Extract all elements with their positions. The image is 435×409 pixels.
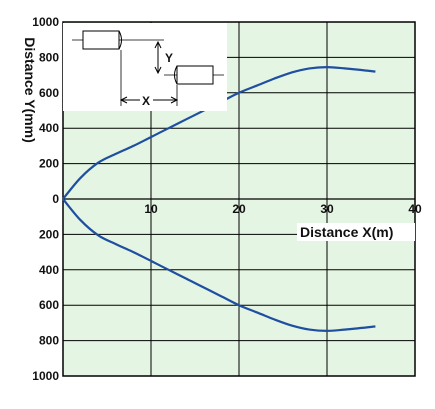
sensor2-icon (176, 65, 214, 85)
y-tick-label: 1000 (32, 15, 59, 29)
y-axis-title: Distance Y(mm) (22, 37, 38, 143)
y-dimension-arrow-up-icon (154, 40, 162, 49)
x-tick-label: 20 (232, 202, 246, 216)
y-tick-label: 600 (39, 86, 59, 100)
y-tick-label: 600 (39, 298, 59, 312)
y-tick-label: 200 (39, 157, 59, 171)
sensor1-lens-icon (118, 30, 122, 50)
inset-x-label: X (142, 94, 150, 108)
y-dimension-arrow-down-icon (154, 66, 162, 75)
x-dimension-arrow-left-icon (119, 96, 128, 104)
sensor2-lens-icon (174, 65, 178, 85)
y-tick-label: 200 (39, 227, 59, 241)
y-tick-label: 0 (52, 192, 59, 206)
x-tick-labels: 10 20 30 40 (144, 202, 422, 216)
x-dimension-arrow-right-icon (170, 96, 179, 104)
inset-y-label: Y (165, 51, 173, 65)
y-tick-label: 800 (39, 334, 59, 348)
x-tick-label: 40 (408, 202, 422, 216)
sensor1-icon (82, 30, 120, 50)
inset-diagram: Y X (63, 23, 227, 111)
y-tick-label: 800 (39, 50, 59, 64)
y-tick-label: 400 (39, 263, 59, 277)
x-axis-title-bg (297, 223, 415, 241)
x-tick-label: 30 (320, 202, 334, 216)
x-label-bg (140, 93, 153, 107)
x-axis-title: Distance X(m) (300, 224, 393, 240)
y-tick-label: 400 (39, 121, 59, 135)
series-line-2 (62, 198, 376, 333)
y-tick-label: 1000 (32, 369, 59, 383)
x-tick-label: 10 (144, 202, 158, 216)
y-tick-labels: 1000 800 600 400 200 0 200 400 600 800 1000 (32, 15, 59, 383)
